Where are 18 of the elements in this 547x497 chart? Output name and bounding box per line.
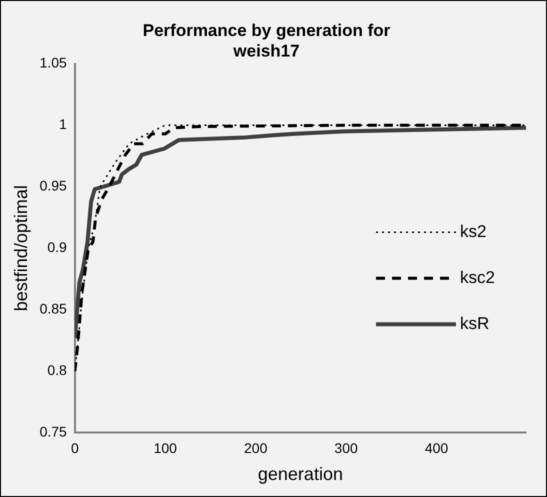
x-tick-label: 0 xyxy=(70,440,79,456)
x-tick-label: 200 xyxy=(244,440,268,456)
y-tick-label: 0.95 xyxy=(40,178,68,194)
y-tick-label: 1 xyxy=(59,116,68,132)
x-tick-label: 400 xyxy=(424,440,448,456)
y-axis-title: bestfind/optimal xyxy=(10,185,31,312)
y-tick-label: 0.75 xyxy=(40,423,68,440)
x-tick-label: 100 xyxy=(154,440,178,456)
y-tick-label: 0.9 xyxy=(47,239,68,256)
y-tick-label: 1.05 xyxy=(40,54,68,71)
legend-label: ksc2 xyxy=(460,268,495,287)
legend-label: ks2 xyxy=(460,222,486,241)
x-axis-title: generation xyxy=(258,464,343,484)
y-tick-label: 0.8 xyxy=(47,362,68,378)
legend-label: ksR xyxy=(460,314,490,333)
y-tick-label: 0.85 xyxy=(40,300,68,317)
x-tick-label: 300 xyxy=(334,440,358,456)
chart-title: Performance by generation for weish17 xyxy=(142,20,391,60)
